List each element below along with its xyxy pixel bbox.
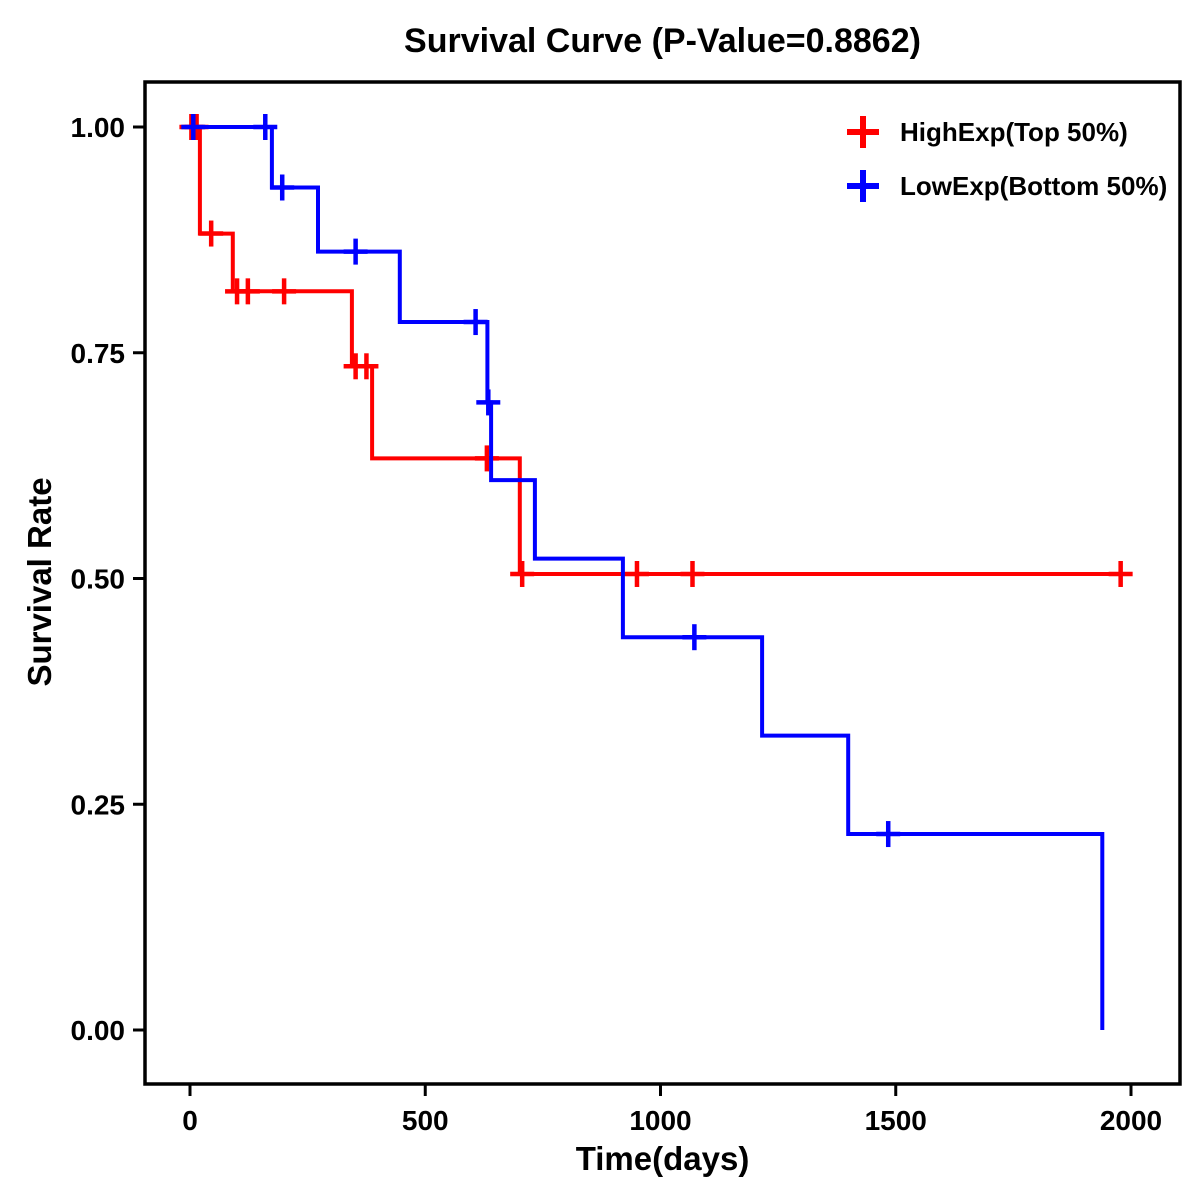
- survival-curve-1: [190, 125, 1105, 1030]
- chart-title: Survival Curve (P-Value=0.8862): [404, 22, 921, 60]
- legend-label-lowexp: LowExp(Bottom 50%): [900, 170, 1168, 201]
- y-axis-label: Survival Rate: [21, 477, 58, 687]
- y-tick-label: 0.00: [71, 1015, 126, 1046]
- x-tick-label: 0: [182, 1105, 198, 1136]
- legend-item-highexp: HighExp(Top 50%): [842, 112, 1167, 152]
- legend-label-highexp: HighExp(Top 50%): [900, 116, 1128, 147]
- legend-item-lowexp: LowExp(Bottom 50%): [842, 166, 1167, 206]
- y-tick-label: 0.25: [71, 789, 126, 820]
- x-axis-label: Time(days): [575, 1140, 750, 1177]
- y-tick-label: 0.75: [71, 338, 126, 369]
- legend: HighExp(Top 50%) LowExp(Bottom 50%): [842, 112, 1167, 206]
- legend-marker-plus-icon: [847, 116, 879, 148]
- x-tick-label: 1000: [629, 1105, 691, 1136]
- y-tick-label: 0.50: [71, 564, 126, 595]
- legend-marker-plus-icon: [847, 170, 879, 202]
- plot-frame: [143, 80, 1182, 1086]
- x-tick-label: 500: [402, 1105, 449, 1136]
- y-tick-label: 1.00: [71, 112, 126, 143]
- x-tick-label: 2000: [1100, 1105, 1162, 1136]
- survival-curve-0: [190, 125, 1121, 576]
- x-tick-label: 1500: [865, 1105, 927, 1136]
